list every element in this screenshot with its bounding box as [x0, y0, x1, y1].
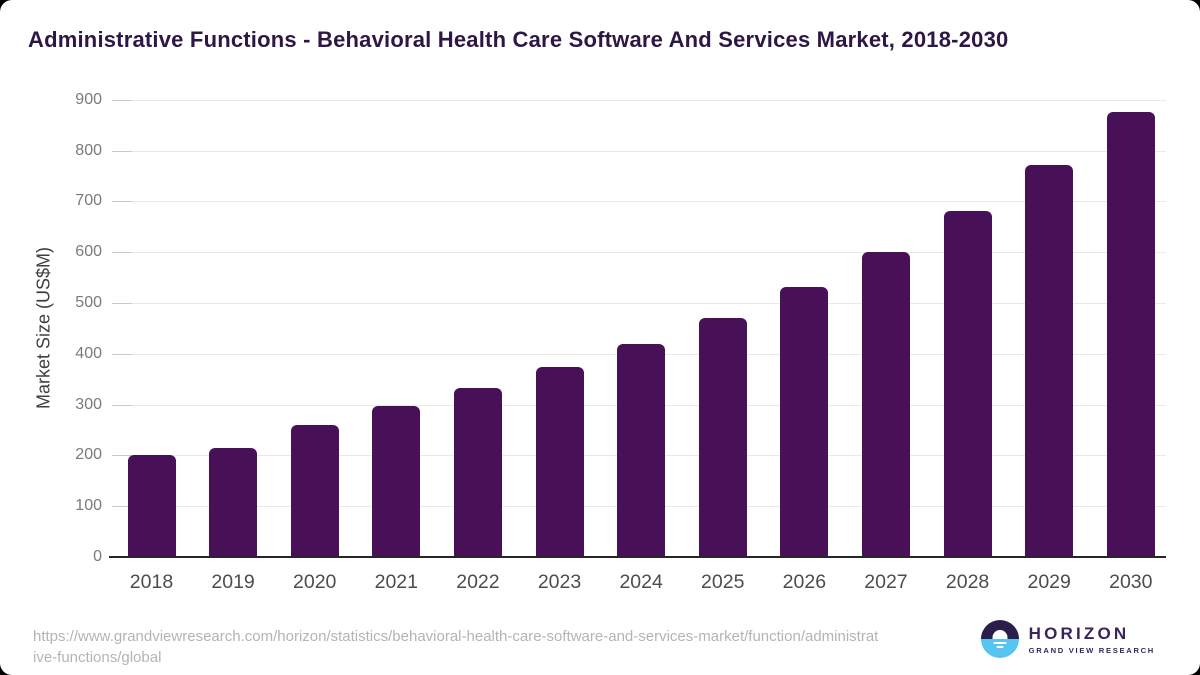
y-tick-100 — [112, 506, 132, 508]
horizon-logo-text: HORIZON GRAND VIEW RESEARCH — [1029, 624, 1155, 655]
bar-2030 — [1106, 111, 1155, 557]
bar-2021 — [372, 406, 421, 557]
y-tick-700 — [112, 201, 132, 203]
horizon-logo: HORIZON GRAND VIEW RESEARCH — [980, 620, 1155, 658]
x-tick-label-2024: 2024 — [619, 571, 663, 593]
x-tick-label-2023: 2023 — [537, 571, 582, 593]
y-tick-label-700: 700 — [75, 192, 102, 210]
bar-2020 — [290, 424, 339, 557]
y-tick-300 — [112, 404, 132, 406]
chart-title: Administrative Functions - Behavioral He… — [28, 27, 1009, 52]
y-tick-label-100: 100 — [75, 497, 102, 515]
horizon-sun-icon — [980, 620, 1019, 658]
y-tick-label-300: 300 — [75, 395, 102, 413]
bar-2026 — [780, 286, 829, 557]
source-url-line-1: https://www.grandviewresearch.com/horizo… — [33, 628, 879, 645]
bar-2019 — [209, 447, 258, 557]
y-tick-600 — [112, 252, 132, 254]
y-tick-label-0: 0 — [93, 548, 102, 565]
y-tick-200 — [112, 455, 132, 457]
y-tick-label-800: 800 — [75, 141, 102, 159]
y-tick-500 — [112, 303, 132, 304]
sun-reflection-line — [993, 641, 1007, 644]
y-tick-400 — [112, 353, 132, 355]
gridline-500 — [112, 303, 1166, 304]
bar-2027 — [861, 251, 910, 557]
gridline-600 — [112, 252, 1166, 254]
y-tick-label-600: 600 — [75, 243, 102, 261]
logo-subtitle: GRAND VIEW RESEARCH — [1028, 645, 1155, 655]
sun-reflection-line — [996, 646, 1004, 648]
bar-2024 — [617, 343, 666, 557]
y-tick-label-900: 900 — [75, 90, 102, 108]
y-tick-label-400: 400 — [75, 344, 102, 362]
x-tick-label-2028: 2028 — [945, 571, 990, 593]
logo-brand-name: HORIZON — [1028, 623, 1130, 643]
sun-dome-shape — [992, 630, 1008, 639]
bar-2029 — [1025, 164, 1074, 557]
bar-2018 — [127, 455, 176, 557]
gridline-700 — [112, 201, 1166, 203]
x-tick-label-2021: 2021 — [374, 571, 418, 593]
y-tick-800 — [112, 150, 132, 152]
bar-2025 — [698, 317, 747, 557]
bar-2023 — [535, 367, 584, 557]
x-tick-label-2030: 2030 — [1109, 571, 1153, 593]
source-url-line-2: ive-functions/global — [33, 649, 162, 666]
bar-2022 — [453, 387, 502, 557]
x-axis-line — [109, 556, 1166, 558]
gridline-800 — [112, 150, 1166, 152]
x-tick-label-2022: 2022 — [456, 571, 500, 593]
x-tick-label-2020: 2020 — [293, 571, 337, 593]
y-tick-label-500: 500 — [75, 294, 102, 311]
source-url: https://www.grandviewresearch.com/horizo… — [33, 626, 878, 668]
x-tick-label-2026: 2026 — [782, 571, 827, 593]
y-tick-900 — [112, 99, 132, 101]
gridline-900 — [112, 99, 1166, 101]
y-tick-label-200: 200 — [75, 446, 102, 464]
bar-2028 — [943, 210, 992, 557]
x-tick-label-2025: 2025 — [701, 571, 745, 593]
x-tick-label-2029: 2029 — [1027, 571, 1071, 593]
x-tick-label-2027: 2027 — [864, 571, 908, 593]
x-tick-label-2018: 2018 — [129, 571, 174, 593]
x-tick-label-2019: 2019 — [211, 571, 255, 593]
